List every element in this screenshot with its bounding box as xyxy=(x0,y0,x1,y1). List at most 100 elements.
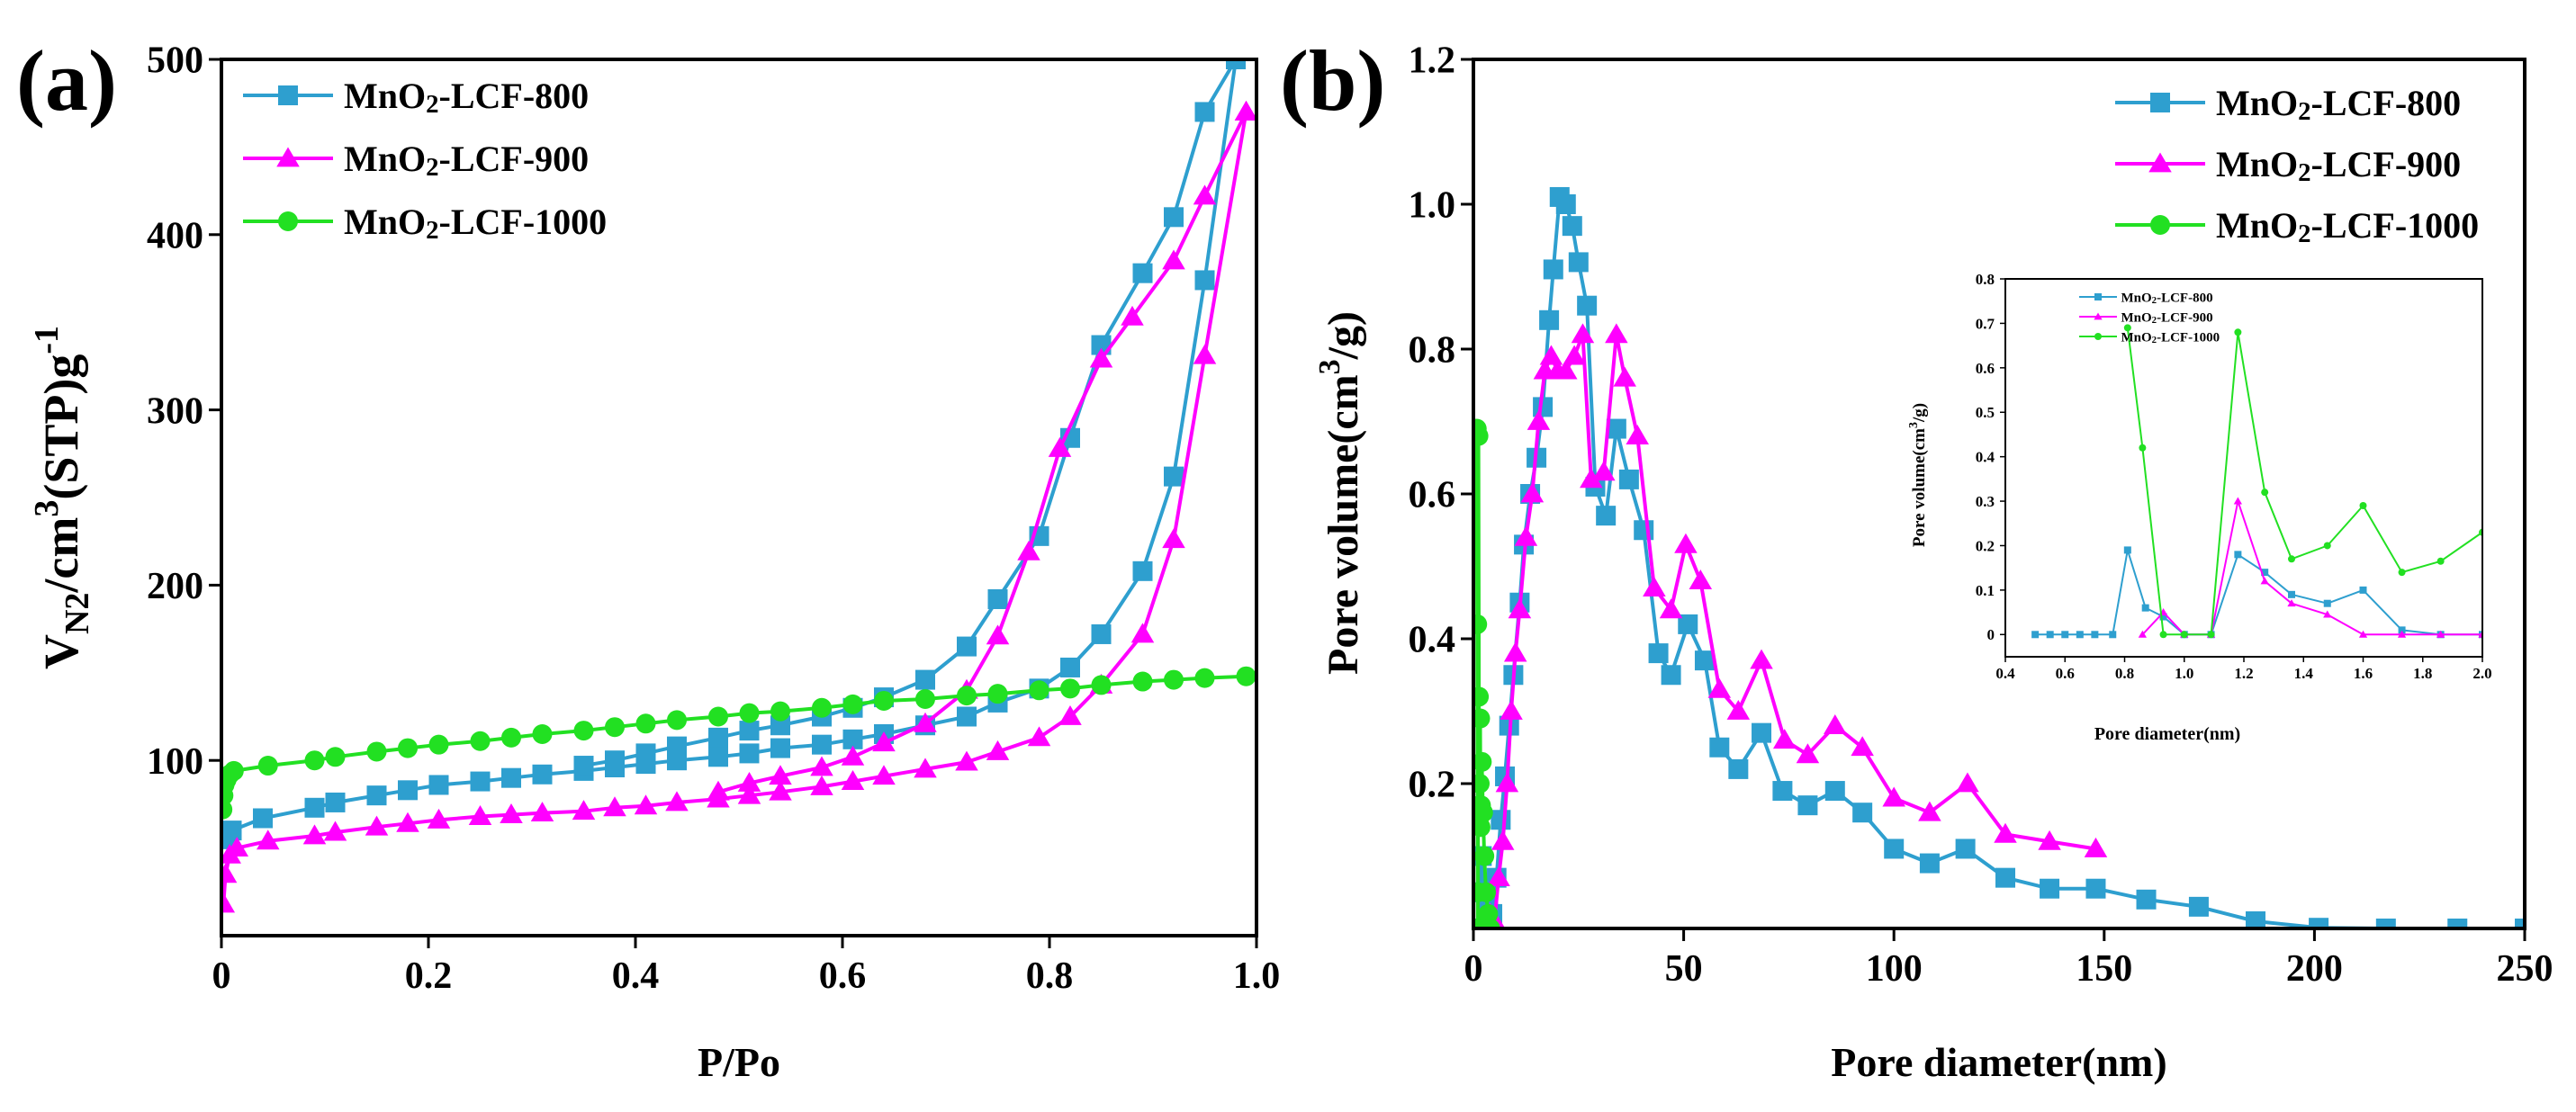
a-series-clip xyxy=(221,59,1256,913)
y-tick-label: 200 xyxy=(147,566,203,607)
a-data-point xyxy=(253,808,273,829)
a-data-point xyxy=(708,727,728,748)
panel-a-y-axis: 100 200 300 400 500 xyxy=(147,40,221,783)
panel-b-y-axis-title: Pore volume(cm3/g) xyxy=(1313,311,1367,675)
b-data-point xyxy=(1634,520,1654,541)
b-inset-data-point xyxy=(2398,569,2406,577)
b-inset-data-point xyxy=(2109,631,2117,639)
a-data-point xyxy=(1091,675,1112,695)
legend-label: MnO2-LCF-1000 xyxy=(344,202,607,245)
a-data-point xyxy=(501,727,521,748)
a-data-point xyxy=(842,729,863,749)
x-tick-label: 0.4 xyxy=(612,955,660,997)
b-inset-data-point xyxy=(2398,626,2406,634)
a-data-point xyxy=(1121,305,1144,326)
x-tick-label: 0 xyxy=(212,955,231,997)
a-data-point xyxy=(365,815,389,836)
panel-a-isotherm-chart: 0 0.2 0.4 0.6 0.8 1.0 100 200 300 400 500 (a) P/P… xyxy=(16,32,1280,1085)
b-data-point xyxy=(1606,418,1626,439)
legend-item: MnO2-LCF-900 xyxy=(2115,144,2461,187)
inset-background xyxy=(2005,279,2482,657)
a-data-point xyxy=(739,743,760,764)
b-data-point xyxy=(2084,837,2108,857)
b-data-point xyxy=(1478,903,1499,924)
inset-legend: MnO2-LCF-800 MnO2-LCF-900 MnO2-LCF-1000 xyxy=(2079,291,2220,345)
x-tick-label: 1.4 xyxy=(2294,665,2314,682)
b-data-point xyxy=(1571,323,1595,344)
b-data-point xyxy=(1678,614,1698,634)
a-series-1-branch xyxy=(707,100,1256,801)
a-data-point xyxy=(1164,207,1184,228)
a-data-point xyxy=(987,588,1008,609)
a-data-point xyxy=(872,765,896,785)
a-data-point xyxy=(532,723,553,744)
legend-item: MnO2-LCF-900 xyxy=(243,139,589,182)
b-inset-data-point xyxy=(2159,631,2167,639)
a-data-point xyxy=(304,750,325,771)
a-data-point xyxy=(304,797,325,818)
b-data-point xyxy=(1555,194,1576,214)
a-data-point xyxy=(915,689,935,710)
b-data-point xyxy=(1884,838,1905,859)
a-data-point xyxy=(1164,466,1184,487)
a-data-point xyxy=(957,636,977,657)
b-data-point xyxy=(1648,643,1669,664)
y-tick-label: 0.8 xyxy=(1409,330,1456,372)
b-data-point xyxy=(2040,878,2060,899)
a-data-point xyxy=(223,760,244,781)
legend-marker xyxy=(276,147,300,167)
a-data-point xyxy=(872,731,896,752)
b-data-point xyxy=(1726,699,1751,720)
b-data-point xyxy=(1480,919,1500,928)
b-inset-data-point xyxy=(2323,542,2331,550)
legend-label: MnO2-LCF-1000 xyxy=(2216,205,2479,248)
a-data-point xyxy=(1089,347,1113,368)
b-data-point xyxy=(2245,910,2265,928)
legend-marker xyxy=(2150,93,2170,112)
b-data-point xyxy=(1694,650,1715,671)
a-data-point xyxy=(1017,540,1040,560)
panel-b-pore-distribution-chart: 0 50 100 150 200 250 0.2 0.4 0.6 0.8 1.0 1.2 (b) P… xyxy=(1280,32,2553,1085)
b-inset-series-line xyxy=(2141,500,2482,636)
a-data-point xyxy=(468,804,492,825)
a-data-point xyxy=(739,721,760,741)
legend-item: MnO2-LCF-1000 xyxy=(243,202,607,245)
b-data-point xyxy=(1473,426,1489,446)
a-data-point xyxy=(366,785,387,806)
a-data-point xyxy=(603,796,626,817)
y-tick-label: 1.2 xyxy=(1409,40,1456,82)
y-tick-label: 0.3 xyxy=(1976,493,1995,510)
a-data-point xyxy=(325,747,346,767)
a-data-point xyxy=(770,738,790,758)
a-data-point xyxy=(737,771,761,792)
legend-marker xyxy=(2094,333,2102,340)
legend-item: MnO2-LCF-1000 xyxy=(2079,330,2220,345)
legend-marker xyxy=(278,211,298,231)
a-data-point xyxy=(737,784,761,804)
b-inset-data-point xyxy=(2091,631,2099,639)
b-data-point xyxy=(2188,896,2209,917)
a-data-point xyxy=(605,717,625,738)
b-data-point xyxy=(2038,830,2061,850)
b-data-point xyxy=(1500,699,1523,720)
a-data-point xyxy=(396,812,419,832)
b-inset-data-point xyxy=(2260,577,2269,585)
y-tick-label: 500 xyxy=(147,40,203,82)
b-data-point xyxy=(1495,772,1519,793)
b-data-point xyxy=(1539,345,1563,365)
legend-label: MnO2-LCF-800 xyxy=(2216,83,2461,126)
b-data-point xyxy=(1728,758,1749,779)
panel-b-x-axis-title: Pore diameter(nm) xyxy=(1831,1039,2166,1085)
a-data-point xyxy=(530,802,554,822)
panel-b-series-layer xyxy=(1473,186,2525,928)
b-data-point xyxy=(1563,345,1586,365)
inset-x-axis-title: Pore diameter(nm) xyxy=(2094,724,2240,744)
b-data-point xyxy=(1659,598,1683,619)
inset-y-axis-title: Pore volume(cm3/g) xyxy=(1907,403,1929,547)
a-data-point xyxy=(957,706,977,727)
legend-marker xyxy=(2150,215,2170,235)
a-data-point xyxy=(573,721,594,741)
a-data-point xyxy=(1060,678,1080,699)
b-data-point xyxy=(1580,468,1603,489)
